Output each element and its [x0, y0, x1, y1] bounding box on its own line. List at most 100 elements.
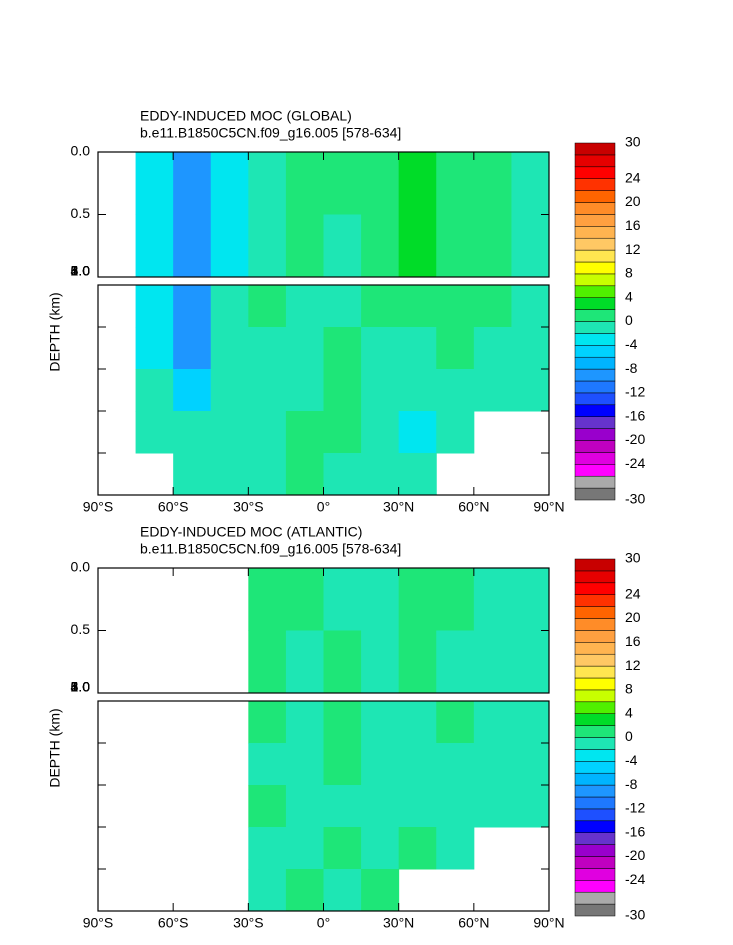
y-tick-label: 6.0 — [71, 679, 91, 695]
colorbar-box — [574, 784, 616, 798]
y-tick-label: 4.0 — [71, 679, 91, 695]
contour-cell — [135, 152, 174, 215]
contour-cell — [323, 785, 362, 828]
colorbar-box — [574, 820, 616, 833]
contour-cell — [248, 568, 287, 631]
colorbar-box — [574, 428, 616, 441]
colorbar-label: -24 — [625, 871, 645, 887]
contour-cell — [285, 214, 324, 278]
contour-cell — [285, 568, 324, 631]
contour-cell — [323, 568, 362, 631]
colorbar-box — [574, 297, 616, 310]
contour-cell — [323, 411, 362, 454]
y-tick-label: 0.5 — [71, 621, 91, 637]
contour-cell — [135, 285, 174, 328]
y-tick-label: 5.0 — [71, 263, 91, 279]
colorbar-label: -8 — [625, 776, 638, 792]
colorbar-box — [574, 190, 616, 203]
colorbar-box — [574, 570, 616, 584]
contour-cell — [361, 743, 400, 786]
contour-cell — [398, 743, 437, 786]
contour-cell — [361, 701, 400, 744]
contour-cell — [436, 152, 475, 215]
contour-cell — [323, 827, 362, 870]
contour-cell — [398, 214, 437, 278]
y-tick-label: 4.0 — [71, 263, 91, 279]
contour-cell — [248, 453, 287, 496]
contour-cell — [285, 453, 324, 496]
colorbar-box — [574, 142, 616, 156]
y-tick-label: 3.0 — [71, 263, 91, 279]
chart-title: EDDY-INDUCED MOC (GLOBAL) — [140, 108, 352, 124]
chart-subtitle: b.e11.B1850C5CN.f09_g16.005 [578-634] — [140, 541, 401, 557]
colorbar-box — [574, 891, 616, 905]
contour-cell — [398, 327, 437, 370]
contour-cell — [285, 869, 324, 912]
colorbar-box — [574, 440, 616, 453]
colorbar-box — [574, 249, 616, 263]
contour-cell — [361, 285, 400, 328]
colorbar-box — [574, 416, 616, 429]
contour-cell — [398, 785, 437, 828]
contour-cell — [210, 285, 249, 328]
contour-cell — [361, 869, 400, 912]
contour-cell — [248, 285, 287, 328]
contour-cell — [323, 701, 362, 744]
contour-cell — [436, 369, 475, 412]
contour-cell — [436, 411, 475, 454]
y-tick-label: 1.0 — [71, 263, 91, 279]
colorbar-label: -20 — [625, 431, 645, 447]
y-axis-label: DEPTH (km) — [47, 292, 63, 371]
colorbar-box — [574, 642, 616, 655]
contour-cell — [473, 568, 512, 631]
contour-cell — [511, 285, 550, 328]
colorbar-label: 12 — [625, 657, 641, 673]
colorbar-box — [574, 487, 616, 501]
contour-cell — [511, 568, 550, 631]
contour-cell — [173, 214, 212, 278]
y-tick-label: 0.0 — [71, 559, 91, 575]
colorbar-label: -12 — [625, 800, 645, 816]
contour-cell — [135, 411, 174, 454]
colorbar-label: 4 — [625, 288, 633, 304]
contour-cell — [473, 369, 512, 412]
colorbar-box — [574, 701, 616, 714]
colorbar-label: 24 — [625, 169, 641, 185]
colorbar-box — [574, 321, 616, 334]
contour-cell — [398, 568, 437, 631]
colorbar-box — [574, 404, 616, 417]
contour-cell — [398, 701, 437, 744]
x-tick-label: 0° — [317, 499, 330, 515]
contour-cell — [398, 411, 437, 454]
contour-cell — [285, 369, 324, 412]
contour-cell — [436, 630, 475, 694]
contour-cell — [173, 453, 212, 496]
colorbar-label: 8 — [625, 681, 633, 697]
x-tick-label: 60°S — [158, 499, 189, 515]
contour-cell — [473, 152, 512, 215]
contour-cell — [436, 785, 475, 828]
y-tick-label: 2.0 — [71, 679, 91, 695]
contour-cell — [248, 411, 287, 454]
contour-cell — [361, 630, 400, 694]
colorbar-box — [574, 261, 616, 275]
x-tick-label: 30°S — [233, 915, 264, 931]
contour-cell — [248, 827, 287, 870]
contour-cell — [323, 630, 362, 694]
colorbar-box — [574, 796, 616, 810]
colorbar-box — [574, 392, 616, 406]
contour-cell — [248, 743, 287, 786]
contour-cell — [248, 327, 287, 370]
contour-cell — [173, 411, 212, 454]
colorbar-box — [574, 380, 616, 394]
y-tick-label: 0.0 — [71, 143, 91, 159]
contour-cell — [436, 568, 475, 631]
contour-cell — [210, 327, 249, 370]
colorbar-box — [574, 178, 616, 191]
colorbar-box — [574, 333, 616, 346]
contour-cell — [210, 214, 249, 278]
colorbar-label: 30 — [625, 550, 641, 566]
contour-cell — [323, 369, 362, 412]
colorbar-label: 12 — [625, 241, 641, 257]
